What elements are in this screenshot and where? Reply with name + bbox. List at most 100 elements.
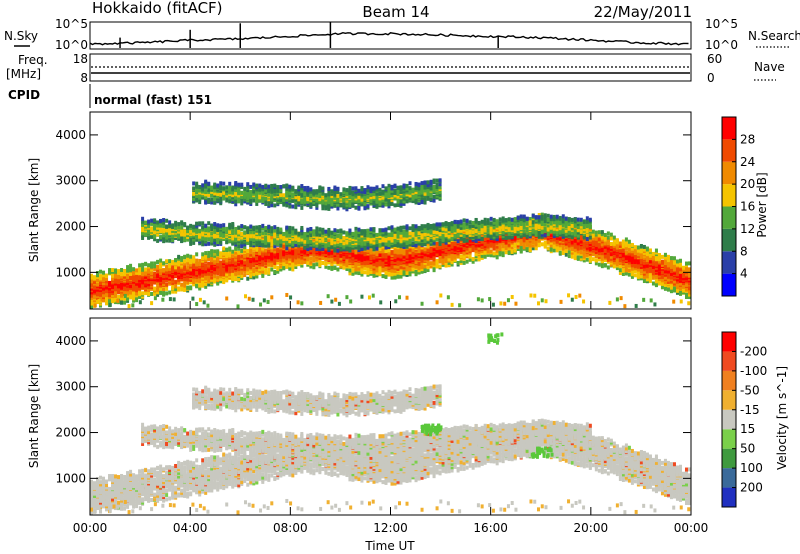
power-cell — [321, 261, 325, 266]
power-cell — [318, 262, 322, 267]
power-cell — [453, 245, 457, 250]
power-cell — [435, 261, 439, 266]
power-cell — [195, 233, 199, 238]
power-cell — [237, 256, 241, 261]
power-cell — [213, 253, 217, 258]
freq-strip: Freq. [MHz] 18 8 60 0 Nave — [6, 52, 785, 85]
power-cell — [234, 270, 238, 275]
power-cell — [225, 247, 229, 252]
power-cell — [237, 246, 241, 251]
power-cell — [681, 284, 685, 289]
power-cell — [426, 268, 430, 273]
power-cell — [306, 260, 310, 265]
power-cell — [216, 255, 220, 260]
power-cell — [609, 252, 613, 257]
power-cell — [414, 260, 418, 265]
power-cell — [195, 278, 199, 283]
power-cell — [666, 274, 670, 279]
power-cell — [462, 251, 466, 256]
power-cell — [159, 222, 163, 227]
power-cell — [192, 224, 196, 229]
power-cell — [213, 278, 217, 283]
power-cell — [411, 247, 415, 252]
power-cell — [516, 246, 520, 251]
power-cell — [198, 261, 202, 266]
power-cell — [675, 259, 679, 264]
power-cell — [150, 226, 154, 231]
power-cell — [528, 247, 532, 252]
power-cell — [330, 259, 334, 264]
power-cell — [636, 273, 640, 278]
power-cell — [102, 278, 106, 283]
power-cell — [399, 261, 403, 266]
power-cell — [441, 245, 445, 250]
power-cell — [189, 262, 193, 267]
power-cell — [621, 266, 625, 271]
power-cell — [522, 236, 526, 241]
power-cell — [543, 213, 547, 218]
power-cell — [204, 228, 208, 233]
power-cell — [432, 261, 436, 266]
power-cell — [579, 245, 583, 250]
power-cell — [309, 256, 313, 261]
power-cell — [198, 221, 202, 226]
power-cell — [261, 269, 265, 274]
power-cell — [96, 273, 100, 278]
power-cell — [570, 250, 574, 255]
power-cell — [129, 266, 133, 271]
power-cell — [426, 265, 430, 270]
power-cell — [633, 269, 637, 274]
power-cell — [183, 282, 187, 287]
power-cell — [144, 279, 148, 284]
power-cell — [99, 274, 103, 279]
power-cell — [378, 265, 382, 270]
power-cell — [687, 292, 691, 297]
power-cell — [183, 279, 187, 284]
power-cell — [270, 261, 274, 266]
power-cell — [585, 240, 589, 245]
power-cell — [183, 222, 187, 227]
power-cell — [621, 255, 625, 260]
power-cell — [471, 257, 475, 262]
power-cell — [660, 269, 664, 274]
power-cell — [393, 275, 397, 280]
power-cell — [456, 245, 460, 250]
power-cell — [672, 285, 676, 290]
power-cell — [237, 277, 241, 282]
power-cell — [183, 235, 187, 240]
power-cell — [603, 263, 607, 268]
power-cell — [207, 261, 211, 266]
power-cell — [687, 280, 691, 285]
power-cell — [240, 254, 244, 259]
power-cell — [612, 237, 616, 242]
power-cell — [636, 270, 640, 275]
power-cell — [606, 231, 610, 236]
power-cell — [519, 245, 523, 250]
power-cell — [624, 266, 628, 271]
power-cell — [231, 249, 235, 254]
power-cell — [402, 271, 406, 276]
power-cell — [633, 245, 637, 250]
power-cell — [345, 259, 349, 264]
power-cell — [678, 278, 682, 283]
power-cell — [324, 264, 328, 269]
power-cell — [498, 250, 502, 255]
power-cell — [276, 260, 280, 265]
power-cell — [468, 257, 472, 262]
power-cell — [141, 235, 145, 240]
power-cell — [159, 277, 163, 282]
power-cell — [180, 225, 184, 230]
power-cell — [252, 263, 256, 268]
power-cell — [159, 261, 163, 266]
power-cell — [537, 213, 541, 218]
power-cell — [273, 265, 277, 270]
power-cell — [177, 286, 181, 291]
power-cell — [504, 233, 508, 238]
power-cell — [471, 247, 475, 252]
power-cell — [348, 253, 352, 258]
power-cell — [264, 263, 268, 268]
power-cell — [354, 249, 358, 254]
power-cell — [408, 254, 412, 259]
power-cell — [591, 257, 595, 262]
power-cell — [204, 226, 208, 231]
